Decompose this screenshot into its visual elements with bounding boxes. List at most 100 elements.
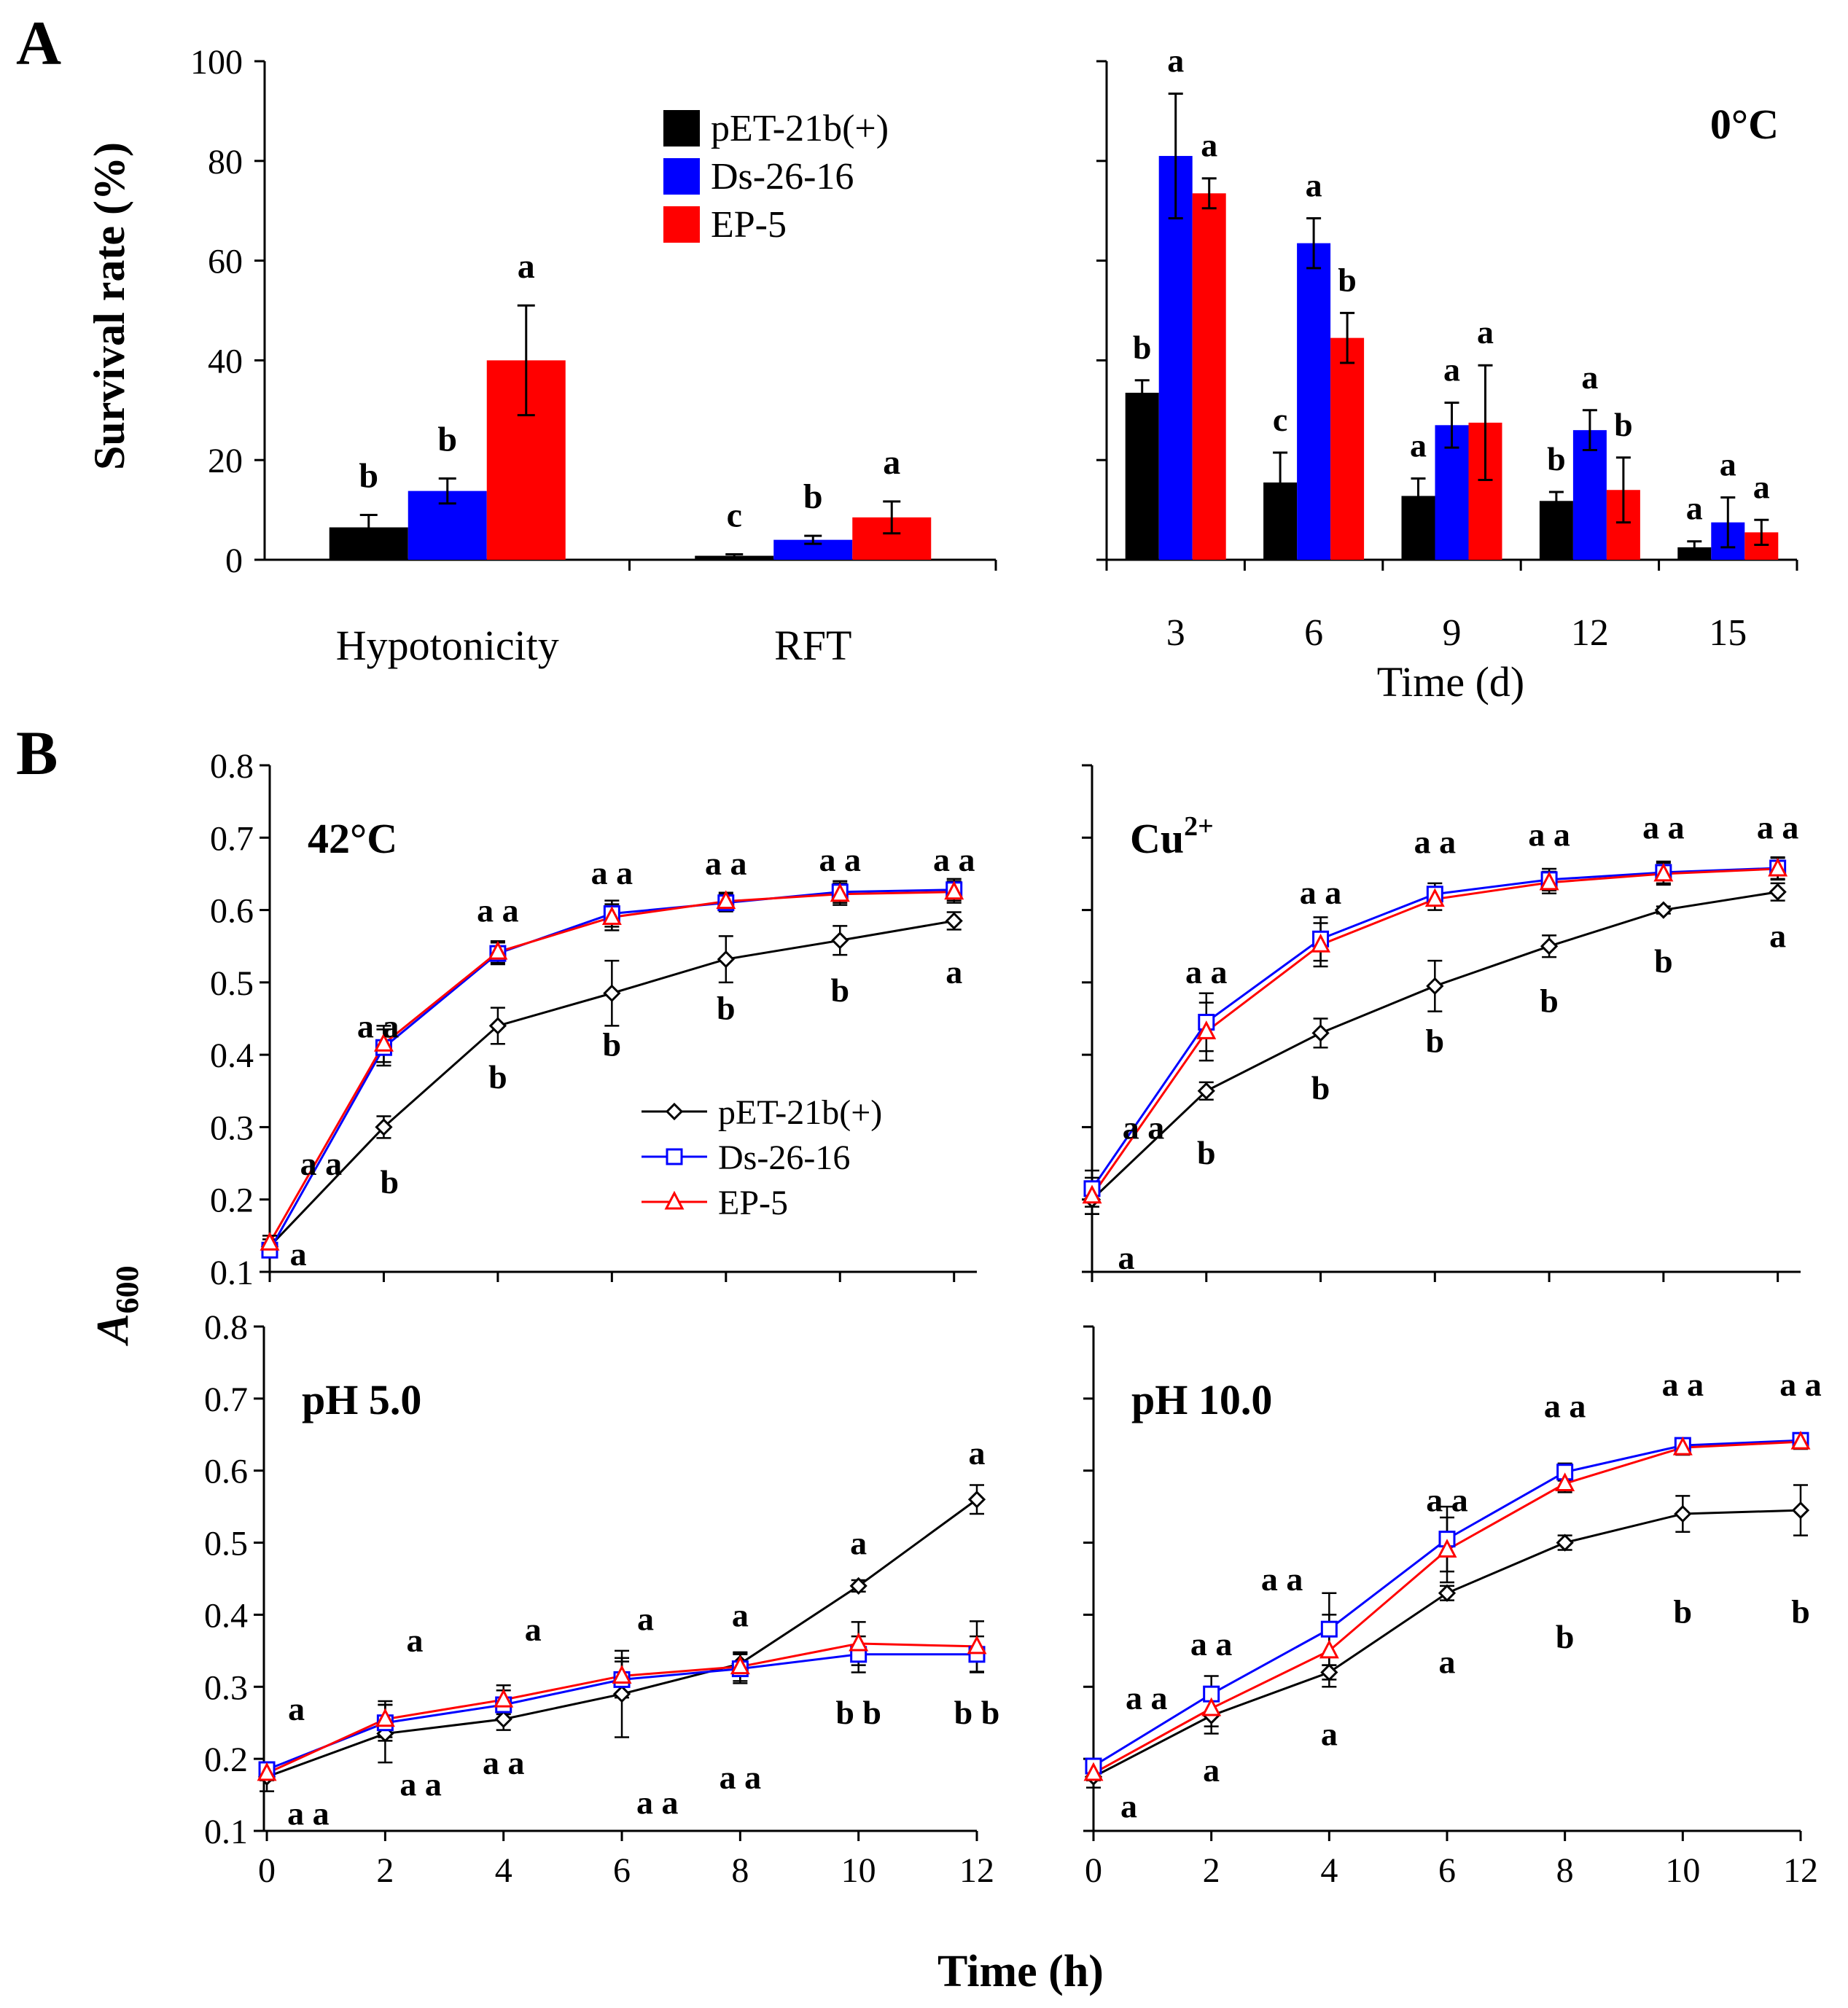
x-tick-label: 8 xyxy=(1556,1851,1574,1890)
significance-letter: a a xyxy=(1662,1366,1704,1403)
x-tick-label: 2 xyxy=(376,1851,394,1890)
significance-letter: a xyxy=(1720,446,1736,483)
category-label: Hypotonicity xyxy=(336,622,559,669)
significance-letter: c xyxy=(727,496,742,534)
significance-letter: a a xyxy=(1261,1560,1303,1598)
data-point xyxy=(1791,1501,1810,1520)
data-point xyxy=(716,890,736,910)
significance-letter: a a xyxy=(933,841,975,878)
data-point xyxy=(612,1685,631,1703)
significance-letter: a a xyxy=(1757,808,1799,845)
y-tick-label: 0.1 xyxy=(204,1813,248,1851)
y-tick-label: 0.2 xyxy=(210,1181,254,1220)
y-axis-label-b: A600 xyxy=(88,1265,145,1346)
category-label: 15 xyxy=(1709,612,1747,654)
significance-letter: b xyxy=(603,1026,622,1063)
significance-letter: b xyxy=(437,421,457,459)
x-tick-label: 10 xyxy=(841,1851,876,1890)
data-point xyxy=(603,984,621,1002)
x-tick-label: 4 xyxy=(1320,1851,1338,1890)
data-point xyxy=(257,1762,277,1781)
chart-b1: 0.1 0.2 0.3 0.4 0.5 0.6 0.7 0.8 a a a b a a b a a b a a… xyxy=(210,747,977,1292)
significance-letter: b xyxy=(1614,406,1633,443)
legend-swatch xyxy=(663,206,700,243)
y-tick-label: 0.3 xyxy=(204,1668,248,1707)
data-point xyxy=(1674,1504,1692,1523)
significance-letter: b xyxy=(1791,1593,1810,1630)
significance-letter: b xyxy=(359,456,378,495)
chart-title: pH 10.0 xyxy=(1131,1376,1272,1423)
data-point xyxy=(1539,871,1559,891)
data-point xyxy=(1311,1024,1330,1042)
y-tick-label: 0.3 xyxy=(210,1109,254,1147)
significance-letter: a xyxy=(732,1596,749,1633)
significance-letter: a a xyxy=(357,1007,399,1044)
significance-letter: b xyxy=(1547,440,1566,477)
significance-letter: a a xyxy=(1300,874,1342,911)
significance-letter: b xyxy=(488,1058,507,1095)
data-point xyxy=(1540,937,1559,956)
significance-letter: a xyxy=(1120,1787,1137,1824)
data-point xyxy=(488,940,508,960)
legend-label: Ds-26-16 xyxy=(711,156,854,198)
significance-letter: a xyxy=(518,247,535,286)
significance-letter: a xyxy=(1201,127,1217,164)
data-point xyxy=(1424,888,1445,907)
chart-title: Cu2+ xyxy=(1130,811,1214,862)
category-label: 9 xyxy=(1443,612,1462,654)
significance-letter: a a xyxy=(819,841,862,878)
data-point xyxy=(1426,977,1444,995)
y-tick-label: 0.7 xyxy=(210,819,254,858)
significance-letter: c xyxy=(1273,401,1287,438)
x-axis-label: Time (d) xyxy=(1377,658,1525,706)
significance-letter: a xyxy=(883,443,900,482)
y-tick-label: 0 xyxy=(225,542,243,580)
significance-letter: a a xyxy=(720,1759,762,1796)
significance-letter: a xyxy=(1321,1716,1338,1753)
significance-letter: a xyxy=(1443,351,1460,388)
bar xyxy=(1158,155,1193,560)
data-point xyxy=(664,1190,685,1210)
bar xyxy=(1297,243,1331,560)
significance-letter: a xyxy=(288,1690,305,1727)
x-tick-label: 12 xyxy=(959,1851,994,1890)
significance-letter: b xyxy=(717,990,736,1027)
significance-letter: a a xyxy=(1528,816,1570,853)
significance-letter: a a xyxy=(636,1784,679,1821)
significance-letter: a a xyxy=(1123,1109,1165,1146)
bar xyxy=(1192,193,1226,560)
data-point xyxy=(612,1665,632,1684)
category-label: 12 xyxy=(1571,612,1609,654)
data-point xyxy=(601,906,622,925)
significance-letter: b xyxy=(1674,1593,1693,1630)
significance-letter: b xyxy=(1654,942,1673,980)
category-label: RFT xyxy=(774,622,851,669)
data-point xyxy=(1555,1472,1575,1492)
chart-title: pH 5.0 xyxy=(302,1376,421,1423)
y-tick-label: 0.2 xyxy=(204,1741,248,1779)
legend-label: pET-21b(+) xyxy=(718,1093,882,1132)
data-point xyxy=(831,931,849,950)
y-tick-label: 0.7 xyxy=(204,1380,248,1419)
significance-letter: a xyxy=(637,1600,654,1637)
significance-letter: a xyxy=(290,1235,307,1273)
legend-swatch xyxy=(663,110,700,147)
y-tick-label: 100 xyxy=(190,43,243,82)
category-label: 6 xyxy=(1304,612,1323,654)
data-point xyxy=(1319,1639,1339,1659)
data-point xyxy=(1790,1430,1811,1450)
significance-letter: a a xyxy=(300,1145,343,1182)
chart-title: 0°C xyxy=(1710,101,1779,148)
data-point xyxy=(666,1148,683,1165)
significance-letter: a a xyxy=(1642,808,1685,845)
y-tick-label: 0.4 xyxy=(204,1596,248,1635)
significance-letter: a xyxy=(1203,1751,1220,1789)
data-point xyxy=(1654,901,1672,919)
significance-letter: b xyxy=(1133,329,1152,366)
significance-letter: a a xyxy=(1185,953,1228,991)
data-point xyxy=(849,1632,869,1652)
y-tick-label: 0.4 xyxy=(210,1036,254,1075)
data-point xyxy=(1320,1663,1338,1681)
